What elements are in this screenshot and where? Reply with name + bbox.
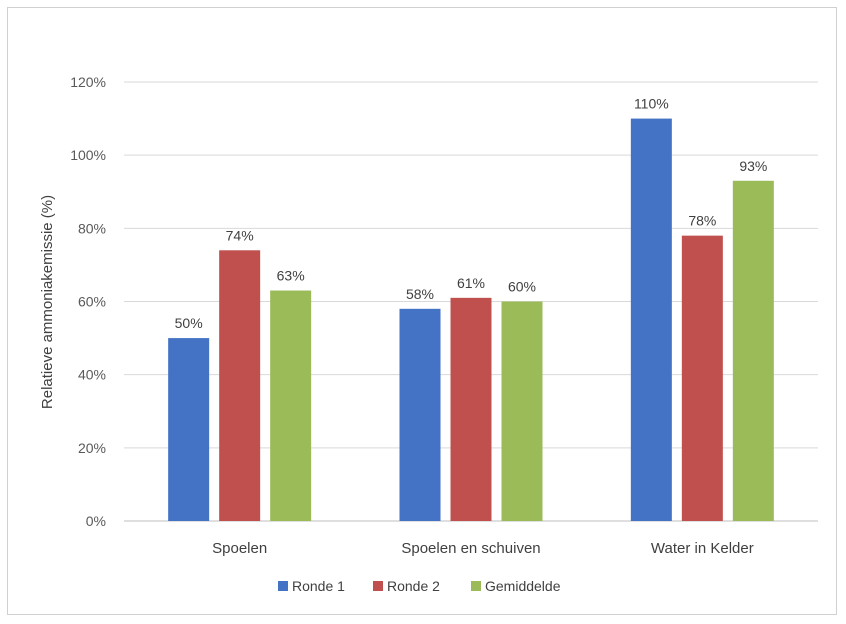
legend-swatch: [373, 581, 383, 591]
y-tick-label: 20%: [78, 440, 106, 456]
data-label: 93%: [739, 158, 767, 174]
bars: [168, 118, 774, 522]
y-tick-label: 100%: [70, 147, 106, 163]
legend-label: Ronde 1: [292, 578, 345, 594]
bar-ronde-1: [630, 118, 672, 521]
legend: Ronde 1 Ronde 2 Gemiddelde: [278, 578, 561, 594]
data-label: 63%: [277, 268, 305, 284]
bar-ronde-2: [219, 250, 261, 522]
y-tick-label: 120%: [70, 74, 106, 90]
y-tick-label: 60%: [78, 294, 106, 310]
bar-gemiddelde: [270, 290, 312, 521]
data-label: 58%: [406, 286, 434, 302]
data-label: 74%: [226, 227, 254, 243]
data-label: 60%: [508, 279, 536, 295]
category-label: Spoelen: [212, 540, 267, 557]
legend-label: Ronde 2: [387, 578, 440, 594]
x-axis-categories: Spoelen Spoelen en schuiven Water in Kelde…: [212, 540, 754, 557]
data-labels: 50% 74% 63% 58% 61% 60% 110% 78% 93%: [175, 96, 768, 332]
data-label: 110%: [634, 96, 669, 112]
y-tick-label: 0%: [86, 513, 106, 529]
y-axis-ticks: 0% 20% 40% 60% 80% 100% 120%: [70, 74, 106, 529]
bar-ronde-1: [168, 338, 210, 521]
data-label: 78%: [688, 213, 716, 229]
data-label: 50%: [175, 315, 203, 331]
category-label: Spoelen en schuiven: [401, 540, 540, 557]
bar-ronde-2: [450, 297, 492, 521]
bar-ronde-2: [681, 235, 723, 521]
y-tick-label: 80%: [78, 220, 106, 236]
legend-label: Gemiddelde: [485, 578, 561, 594]
bar-gemiddelde: [732, 180, 774, 521]
legend-swatch: [278, 581, 288, 591]
category-label: Water in Kelder: [651, 540, 754, 557]
y-tick-label: 40%: [78, 367, 106, 383]
data-label: 61%: [457, 275, 485, 291]
bar-ronde-1: [399, 308, 441, 521]
bar-gemiddelde: [501, 301, 543, 521]
legend-swatch: [471, 581, 481, 591]
y-axis-label: Relatieve ammoniakemissie (%): [39, 195, 56, 409]
